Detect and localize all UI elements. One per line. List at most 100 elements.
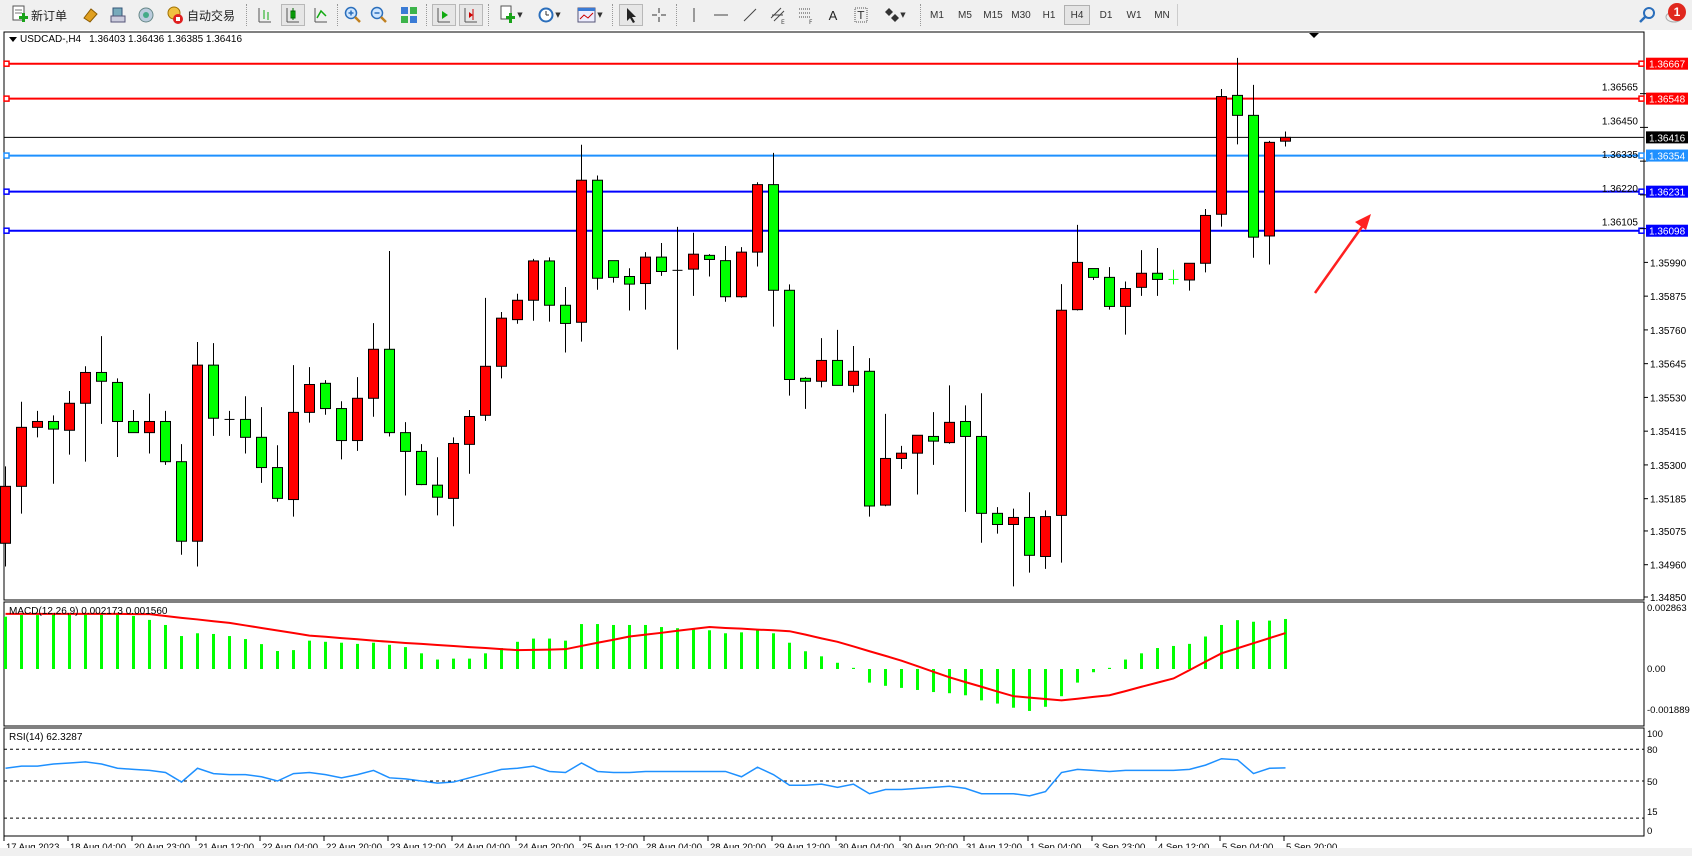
clock-icon: [538, 7, 554, 23]
candle-body-up: [1200, 214, 1211, 264]
chart-shift-marker-icon[interactable]: [1309, 33, 1319, 38]
candle: [1024, 492, 1035, 573]
line-anchor-handle[interactable]: [1638, 188, 1645, 195]
time-tick-label: 18 Aug 04:00: [70, 842, 126, 853]
candle-body-up: [1056, 309, 1067, 516]
line-anchor-handle[interactable]: [3, 152, 10, 159]
chart-shift-button[interactable]: [459, 4, 483, 26]
timeframe-w1[interactable]: W1: [1126, 9, 1142, 21]
tile-windows-button[interactable]: [398, 4, 420, 26]
timeframe-h4[interactable]: H4: [1064, 5, 1090, 25]
timeframe-m1[interactable]: M1: [930, 9, 944, 21]
collapse-triangle-icon[interactable]: [9, 37, 17, 42]
candle: [1280, 131, 1291, 147]
candle: [1216, 88, 1227, 227]
ohlc-values: 1.36403 1.36436 1.36385 1.36416: [89, 34, 242, 45]
macd-axis-label: 0.002863: [1647, 603, 1687, 614]
symbol-timeframe: USDCAD-,H4: [20, 34, 82, 45]
candle: [992, 507, 1003, 534]
zoom-out-button[interactable]: [368, 4, 390, 26]
vertical-line-button[interactable]: [684, 4, 704, 26]
price-tick-label: 1.35530: [1650, 393, 1687, 404]
time-tick-label: 28 Aug 04:00: [646, 842, 702, 853]
tile-windows-icon: [401, 7, 417, 23]
price-tags-layer: 1.36667 1.36548 1.36416 1.36354 1.36231 1.360…: [1646, 57, 1688, 238]
horizontal-line-button[interactable]: [710, 4, 732, 26]
line-anchor-handle[interactable]: [3, 95, 10, 102]
line-anchor-handle[interactable]: [1638, 95, 1645, 102]
bar-chart-button[interactable]: [254, 4, 276, 26]
templates-button[interactable]: ▼: [572, 4, 608, 26]
trendline-button[interactable]: [739, 4, 761, 26]
rsi-axis-label: 15: [1647, 807, 1658, 818]
vertical-line-icon: [693, 8, 695, 22]
candle-body-down: [544, 260, 555, 306]
red-arrow-annotation[interactable]: [1313, 214, 1371, 294]
toolbar-separator: [488, 4, 489, 26]
rsi-axis-label: 0: [1647, 826, 1652, 837]
line-anchor-handle[interactable]: [1638, 60, 1645, 67]
line-anchor-handle[interactable]: [3, 227, 10, 234]
time-tick-label: 21 Aug 12:00: [198, 842, 254, 853]
auto-trading-button[interactable]: 自动交易: [162, 4, 238, 26]
market-watch-button[interactable]: [78, 4, 102, 26]
price-tag: [1646, 224, 1688, 237]
candle-body-up: [448, 442, 459, 499]
candle-body-down: [624, 275, 635, 285]
candle-body-up: [576, 179, 587, 323]
indicators-icon: [500, 5, 516, 23]
time-tick-label: 28 Aug 20:00: [710, 842, 766, 853]
candle-body-up: [1216, 96, 1227, 215]
chart-window[interactable]: 1.36565 1.36450 1.36335 1.36220 1.36105 1.359…: [0, 30, 1692, 856]
candle-body-up: [912, 434, 923, 454]
timeframe-h1[interactable]: H1: [1042, 9, 1056, 21]
indicators-button[interactable]: ▼: [494, 4, 528, 26]
data-window-button[interactable]: [106, 4, 130, 26]
auto-scroll-button[interactable]: [432, 4, 456, 26]
rsi-axis-label: 50: [1647, 777, 1658, 788]
line-anchor-handle[interactable]: [3, 60, 10, 67]
svg-text:T: T: [857, 9, 865, 22]
timeframe-m5[interactable]: M5: [958, 9, 972, 21]
timeframe-m15[interactable]: M15: [983, 9, 1003, 21]
bar-chart-icon: [258, 8, 271, 23]
arrow-head-icon: [1355, 214, 1371, 230]
new-order-button[interactable]: 新订单: [4, 4, 74, 26]
timeframe-m30[interactable]: M30: [1011, 9, 1031, 21]
macd-axis-label: 0.00: [1647, 664, 1666, 675]
candle: [176, 444, 187, 555]
main-chart-panel[interactable]: [3, 31, 1645, 601]
line-chart-icon: [314, 8, 327, 23]
periods-button[interactable]: ▼: [532, 4, 566, 26]
candlestick-chart-button[interactable]: [281, 4, 305, 26]
time-tick-label: 20 Aug 23:00: [134, 842, 190, 853]
line-anchor-handle[interactable]: [3, 188, 10, 195]
line-anchor-handle[interactable]: [1638, 152, 1645, 159]
candle-body-down: [832, 359, 843, 386]
time-tick-label: 5 Sep 20:00: [1286, 842, 1337, 853]
candle: [32, 410, 43, 438]
equidistant-channel-button[interactable]: E: [766, 4, 790, 26]
arrows-button[interactable]: ▼: [878, 4, 912, 26]
price-tick-label: 1.35185: [1650, 495, 1687, 506]
text-label-button[interactable]: T: [850, 4, 872, 26]
candle-body-down: [704, 254, 715, 260]
candle-body-down: [960, 420, 971, 437]
navigator-button[interactable]: [134, 4, 158, 26]
candle-body-down: [1248, 114, 1259, 238]
line-chart-button[interactable]: [310, 4, 332, 26]
candle-body-up: [640, 256, 651, 285]
candle: [112, 378, 123, 457]
chevron-down-icon: ▼: [900, 11, 906, 19]
timeframe-mn[interactable]: MN: [1154, 9, 1170, 21]
timeframe-d1[interactable]: D1: [1099, 9, 1113, 21]
text-tool-button[interactable]: A: [822, 4, 844, 26]
crosshair-button[interactable]: [648, 4, 670, 26]
candle: [16, 401, 27, 514]
auto-trading-label: 自动交易: [186, 8, 235, 23]
cursor-button[interactable]: [619, 4, 643, 26]
zoom-in-button[interactable]: [342, 4, 364, 26]
candle: [960, 405, 971, 512]
fibonacci-button[interactable]: F: [794, 4, 818, 26]
search-button[interactable]: [1636, 4, 1658, 26]
